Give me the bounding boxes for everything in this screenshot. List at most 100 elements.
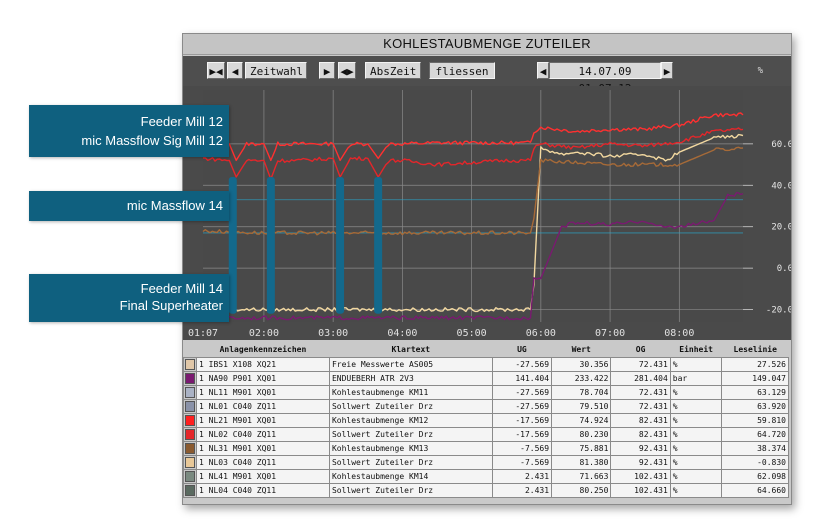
x-tick-labels: 02:00 03:00 04:00 05:00 06:00 07:00 08:00 01:07 — [188, 328, 694, 339]
table-row[interactable]: 1 NL41 M901 XQ01 Kohlestaubmenge KM14 2.43… — [183, 469, 789, 484]
reading-cell: 64.720 — [721, 427, 789, 442]
table-header-row: Anlagenkennzeichen Klartext UG Wert OG Einhei… — [183, 342, 789, 358]
y-tick-labels: 60.0 40.0 20.0 0.0 -20.0 — [743, 140, 791, 316]
upper-limit-cell: 92.431 — [610, 455, 671, 470]
first-page-button[interactable]: ▶◀ — [207, 62, 225, 79]
table-row[interactable]: 1 NL11 M901 XQ01 Kohlestaubmenge KM11 -27.… — [183, 385, 789, 400]
value-cell: 81.380 — [551, 455, 612, 470]
upper-limit-cell: 82.431 — [610, 413, 671, 428]
y-tick-label: -20.0 — [766, 306, 791, 316]
value-cell: 75.881 — [551, 441, 612, 456]
callout-final-superheater-label: Final Superheater — [119, 298, 223, 313]
table-row[interactable]: 1 NA90 P901 XQ01 ENDUEBERH ATR 2V3 141.404… — [183, 371, 789, 386]
lower-limit-cell: -27.569 — [491, 357, 553, 372]
series-color-swatch — [185, 415, 195, 426]
x-tick-label: 08:00 — [664, 328, 694, 339]
unit-cell: % — [669, 455, 723, 470]
trend-toolbar: ▶◀ ◀ Zeitwahl ▶ ◀▶ AbsZeit fliessen ◀ 14… — [183, 56, 791, 95]
series-color-cell — [183, 413, 197, 428]
zeitwahl-button[interactable]: Zeitwahl — [245, 62, 307, 79]
time-prev-button[interactable]: ◀ — [537, 62, 549, 79]
mode-field[interactable]: fliessen — [429, 62, 495, 79]
description-cell: Kohlestaubmenge KM11 — [328, 385, 493, 400]
tag-cell: 1 NL31 M901 XQ01 — [196, 441, 330, 456]
series-color-swatch — [185, 443, 195, 454]
marker-layer — [228, 177, 383, 314]
description-cell: ENDUEBERH ATR 2V3 — [328, 371, 493, 386]
unit-cell: % — [669, 385, 723, 400]
table-row[interactable]: 1 NL03 C040 ZQ11 Sollwert Zuteiler Drz -7.… — [183, 455, 789, 470]
event-marker-bar — [374, 177, 383, 314]
table-body: 1 IBS1 X108 XQ21 Freie Messwerte AS005 -27… — [183, 357, 789, 498]
y-unit-label: % — [757, 66, 763, 76]
lower-limit-cell: -7.569 — [491, 455, 553, 470]
value-cell: 233.422 — [551, 371, 612, 386]
callout-feeder-mill-14: Feeder Mill 14 Final Superheater — [29, 274, 229, 322]
value-cell: 30.356 — [551, 357, 612, 372]
series-line — [202, 112, 744, 162]
prev-page-button[interactable]: ◀ — [227, 62, 243, 79]
column-header — [183, 342, 197, 358]
table-row[interactable]: 1 NL02 C040 ZQ11 Sollwert Zuteiler Drz -17… — [183, 427, 789, 442]
reading-cell: 63.129 — [721, 385, 789, 400]
time-next-button[interactable]: ▶ — [661, 62, 673, 79]
description-cell: Sollwert Zuteiler Drz — [328, 427, 493, 442]
lower-limit-cell: -27.569 — [491, 385, 553, 400]
lower-limit-cell: 141.404 — [491, 371, 553, 386]
value-cell: 80.250 — [551, 483, 612, 498]
legend-table: Anlagenkennzeichen Klartext UG Wert OG Einhei… — [183, 342, 791, 498]
description-cell: Sollwert Zuteiler Drz — [328, 399, 493, 414]
series-color-swatch — [185, 471, 195, 482]
lower-limit-cell: -27.569 — [491, 399, 553, 414]
description-cell: Sollwert Zuteiler Drz — [328, 483, 493, 498]
y-tick-label: 60.0 — [771, 140, 791, 150]
tag-cell: 1 NL41 M901 XQ01 — [196, 469, 330, 484]
series-color-cell — [183, 371, 197, 386]
table-row[interactable]: 1 IBS1 X108 XQ21 Freie Messwerte AS005 -27… — [183, 357, 789, 372]
table-row[interactable]: 1 NL31 M901 XQ01 Kohlestaubmenge KM13 -7.5… — [183, 441, 789, 456]
column-header: UG — [492, 342, 552, 358]
reading-cell: 27.526 — [721, 357, 789, 372]
series-layer — [202, 112, 744, 321]
series-color-swatch — [185, 457, 195, 468]
callout-feeder-mill-12: Feeder Mill 12 mic Massflow Sig Mill 12 — [29, 105, 229, 157]
unit-cell: % — [669, 413, 723, 428]
tag-cell: 1 NL01 C040 ZQ11 — [196, 399, 330, 414]
column-header: Leselinie — [721, 342, 789, 358]
table-row[interactable]: 1 NL01 C040 ZQ11 Sollwert Zuteiler Drz -27… — [183, 399, 789, 414]
callout-massflow-sig-mill-12-label: mic Massflow Sig Mill 12 — [81, 133, 223, 148]
window-title: KOHLESTAUBMENGE ZUTEILER — [183, 34, 791, 55]
unit-cell: % — [669, 427, 723, 442]
upper-limit-cell: 102.431 — [610, 469, 671, 484]
description-cell: Freie Messwerte AS005 — [328, 357, 493, 372]
next-page-button[interactable]: ▶ — [319, 62, 335, 79]
tag-cell: 1 NA90 P901 XQ01 — [196, 371, 330, 386]
series-line — [202, 133, 744, 313]
reading-cell: 62.098 — [721, 469, 789, 484]
upper-limit-cell: 102.431 — [610, 483, 671, 498]
value-cell: 74.924 — [551, 413, 612, 428]
x-start-label: 01:07 — [188, 328, 218, 339]
tag-cell: 1 NL02 C040 ZQ11 — [196, 427, 330, 442]
timestamp-field[interactable]: 14.07.09 01:07:12 — [549, 62, 661, 95]
callout-feeder-mill-14-label: Feeder Mill 14 — [140, 281, 223, 296]
value-cell: 80.230 — [551, 427, 612, 442]
zoom-button[interactable]: ◀▶ — [338, 62, 356, 79]
lower-limit-cell: -7.569 — [491, 441, 553, 456]
unit-cell: % — [669, 469, 723, 484]
upper-limit-cell: 72.431 — [610, 357, 671, 372]
upper-limit-cell: 72.431 — [610, 399, 671, 414]
series-color-cell — [183, 357, 197, 372]
table-row[interactable]: 1 NL21 M901 XQ01 Kohlestaubmenge KM12 -17.… — [183, 413, 789, 428]
unit-cell: bar — [669, 371, 723, 386]
reading-cell: -0.830 — [721, 455, 789, 470]
table-row[interactable]: 1 NL04 C040 ZQ11 Sollwert Zuteiler Drz 2.4… — [183, 483, 789, 498]
reading-cell: 149.047 — [721, 371, 789, 386]
y-tick-label: 20.0 — [771, 223, 791, 233]
tag-cell: 1 NL11 M901 XQ01 — [196, 385, 330, 400]
column-header: Wert — [551, 342, 611, 358]
trend-window: KOHLESTAUBMENGE ZUTEILER ▶◀ ◀ Zeitwahl ▶… — [182, 33, 792, 505]
abszeit-button[interactable]: AbsZeit — [365, 62, 421, 79]
event-marker-bar — [336, 177, 345, 314]
value-cell: 71.663 — [551, 469, 612, 484]
